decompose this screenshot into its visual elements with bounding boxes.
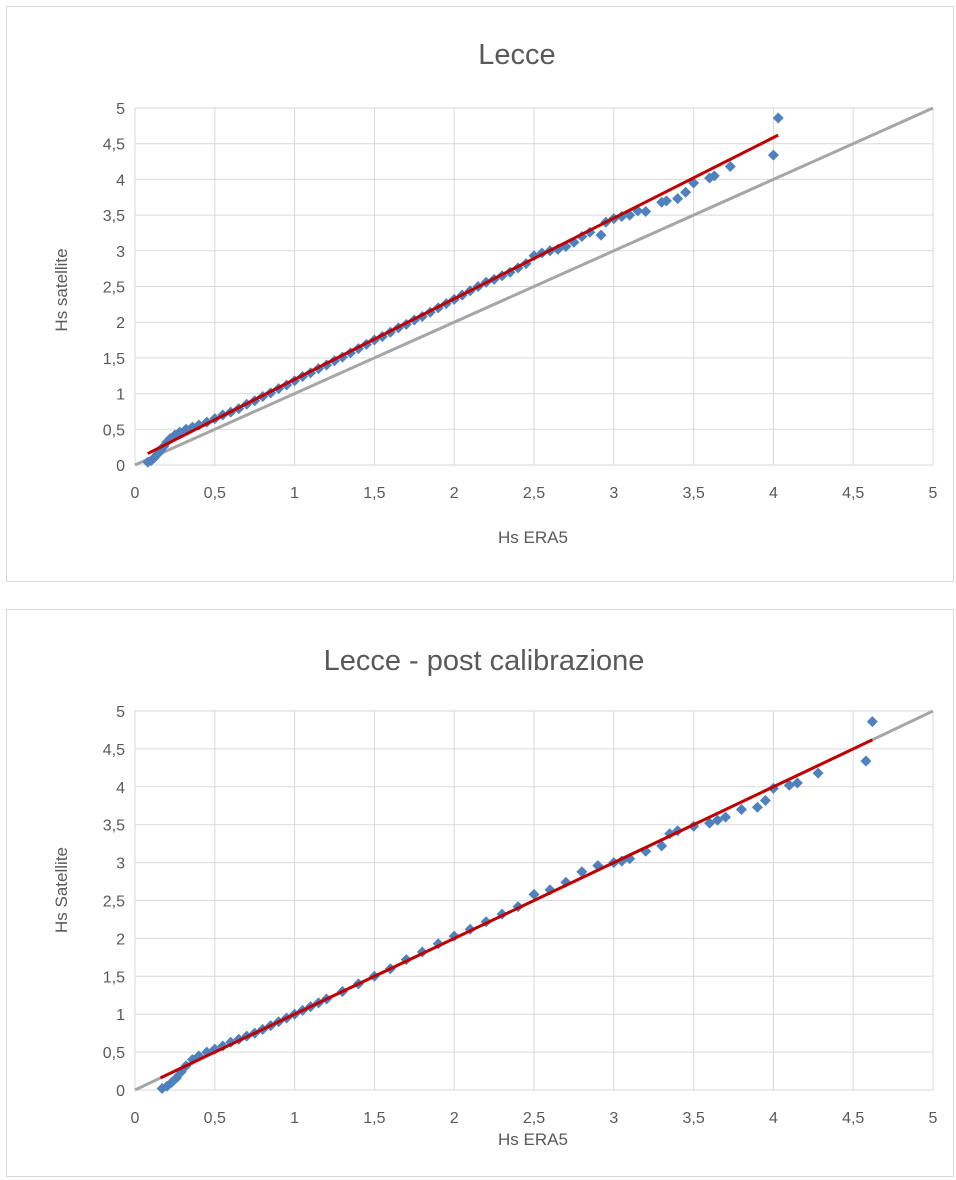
y-tick-label: 2,5 — [103, 894, 125, 911]
x-tick-label: 0,5 — [204, 1110, 226, 1127]
x-tick-label: 4 — [769, 485, 778, 502]
x-tick-label: 0,5 — [204, 485, 226, 502]
x-tick-label: 0 — [131, 485, 140, 502]
chart-lecce: Lecce 0 0 0,5 0,5 1 1 1,5 1,5 2 2 2,5 2,5 3 3 3,5 3,5 4 4… — [6, 6, 954, 582]
y-tick-label: 1,5 — [103, 351, 125, 368]
y-tick-label: 5 — [116, 704, 125, 721]
y-tick-label: 3,5 — [103, 818, 125, 835]
x-tick-label: 1,5 — [363, 1110, 385, 1127]
y-tick-label: 0,5 — [103, 422, 125, 439]
y-tick-label: 0 — [116, 1083, 125, 1100]
y-tick-label: 0,5 — [103, 1045, 125, 1062]
data-point — [616, 855, 628, 867]
y-tick-label: 1 — [116, 387, 125, 404]
data-point — [595, 229, 607, 241]
data-point — [664, 828, 676, 840]
y-tick-label: 2,5 — [103, 280, 125, 297]
x-axis-label: Hs ERA5 — [498, 1130, 568, 1149]
data-point — [791, 777, 803, 789]
chart-title: Lecce - post calibrazione — [324, 645, 645, 677]
data-point — [660, 195, 672, 207]
x-tick-label: 4,5 — [842, 1110, 864, 1127]
y-tick-label: 5 — [116, 101, 125, 118]
data-point — [751, 801, 763, 813]
data-point — [175, 1066, 187, 1078]
data-point — [708, 170, 720, 182]
data-point — [735, 804, 747, 816]
data-point — [866, 716, 878, 728]
y-tick-label: 4 — [116, 172, 125, 189]
trend-line — [147, 133, 779, 455]
data-point — [724, 161, 736, 173]
data-point — [576, 866, 588, 878]
x-tick-label: 4 — [769, 1110, 778, 1127]
x-tick-label: 3,5 — [682, 485, 704, 502]
reference-line — [134, 106, 934, 467]
data-point — [720, 811, 732, 823]
data-point — [860, 755, 872, 767]
chart-lecce-post-calibrazione-plot: Lecce - post calibrazione 00 0,5 0,5 1 1 1,5 1… — [52, 645, 938, 1149]
data-point — [767, 149, 779, 161]
data-point — [712, 814, 724, 826]
y-axis-label: Hs Satellite — [52, 847, 71, 933]
x-tick-label: 3,5 — [682, 1110, 704, 1127]
x-tick-label: 3 — [609, 485, 618, 502]
data-point — [812, 767, 824, 779]
x-tick-label: 5 — [929, 1110, 938, 1127]
data-point — [640, 845, 652, 857]
x-tick-label: 0 — [131, 1110, 140, 1127]
x-tick-label: 2,5 — [523, 1110, 545, 1127]
x-tick-label: 2 — [450, 485, 459, 502]
x-tick-label: 2,5 — [523, 485, 545, 502]
data-point — [772, 112, 784, 124]
chart-title: Lecce — [478, 39, 555, 71]
x-axis-label: Hs ERA5 — [498, 528, 568, 547]
trend-line — [159, 738, 873, 1080]
x-tick-label: 4,5 — [842, 485, 864, 502]
x-tick-label: 5 — [929, 485, 938, 502]
y-tick-label: 4,5 — [103, 137, 125, 154]
y-tick-label: 3 — [116, 244, 125, 261]
x-tick-label: 3 — [609, 1110, 618, 1127]
y-tick-label: 0 — [116, 458, 125, 475]
x-tick-label: 1 — [290, 1110, 299, 1127]
data-point — [640, 206, 652, 218]
y-tick-label: 4,5 — [103, 742, 125, 759]
y-axis-label: Hs satellite — [52, 248, 71, 331]
x-tick-label: 2 — [450, 1110, 459, 1127]
data-point — [672, 193, 684, 205]
y-tick-label: 4 — [116, 780, 125, 797]
chart-lecce-plot: Lecce 00 0,5 0,5 1 1 1,5 1,5 2 2 2,5 2,5 3 3 3,5 3,5 4 4… — [52, 39, 938, 547]
data-point — [528, 888, 540, 900]
chart-lecce-post-calibrazione: Lecce - post calibrazione 0 0 0,5 0,5 1 1 1,5 1… — [6, 609, 954, 1177]
y-tick-label: 3,5 — [103, 208, 125, 225]
x-tick-label: 1 — [290, 485, 299, 502]
y-tick-label: 2 — [116, 931, 125, 948]
y-tick-label: 2 — [116, 315, 125, 332]
data-point — [680, 186, 692, 198]
y-tick-label: 1 — [116, 1007, 125, 1024]
y-tick-label: 1,5 — [103, 969, 125, 986]
data-point — [656, 840, 668, 852]
y-tick-label: 3 — [116, 856, 125, 873]
data-point — [783, 779, 795, 791]
x-tick-label: 1,5 — [363, 485, 385, 502]
data-point — [704, 817, 716, 829]
data-point — [759, 794, 771, 806]
data-point — [161, 1080, 173, 1092]
